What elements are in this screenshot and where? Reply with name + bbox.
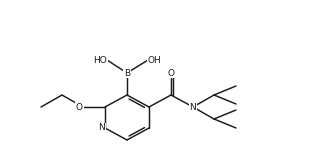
Text: N: N [98, 123, 105, 132]
Text: B: B [124, 69, 130, 78]
Text: O: O [167, 69, 174, 78]
Text: O: O [76, 103, 83, 112]
Text: OH: OH [148, 56, 162, 65]
Text: HO: HO [93, 56, 107, 65]
Text: N: N [189, 103, 197, 112]
